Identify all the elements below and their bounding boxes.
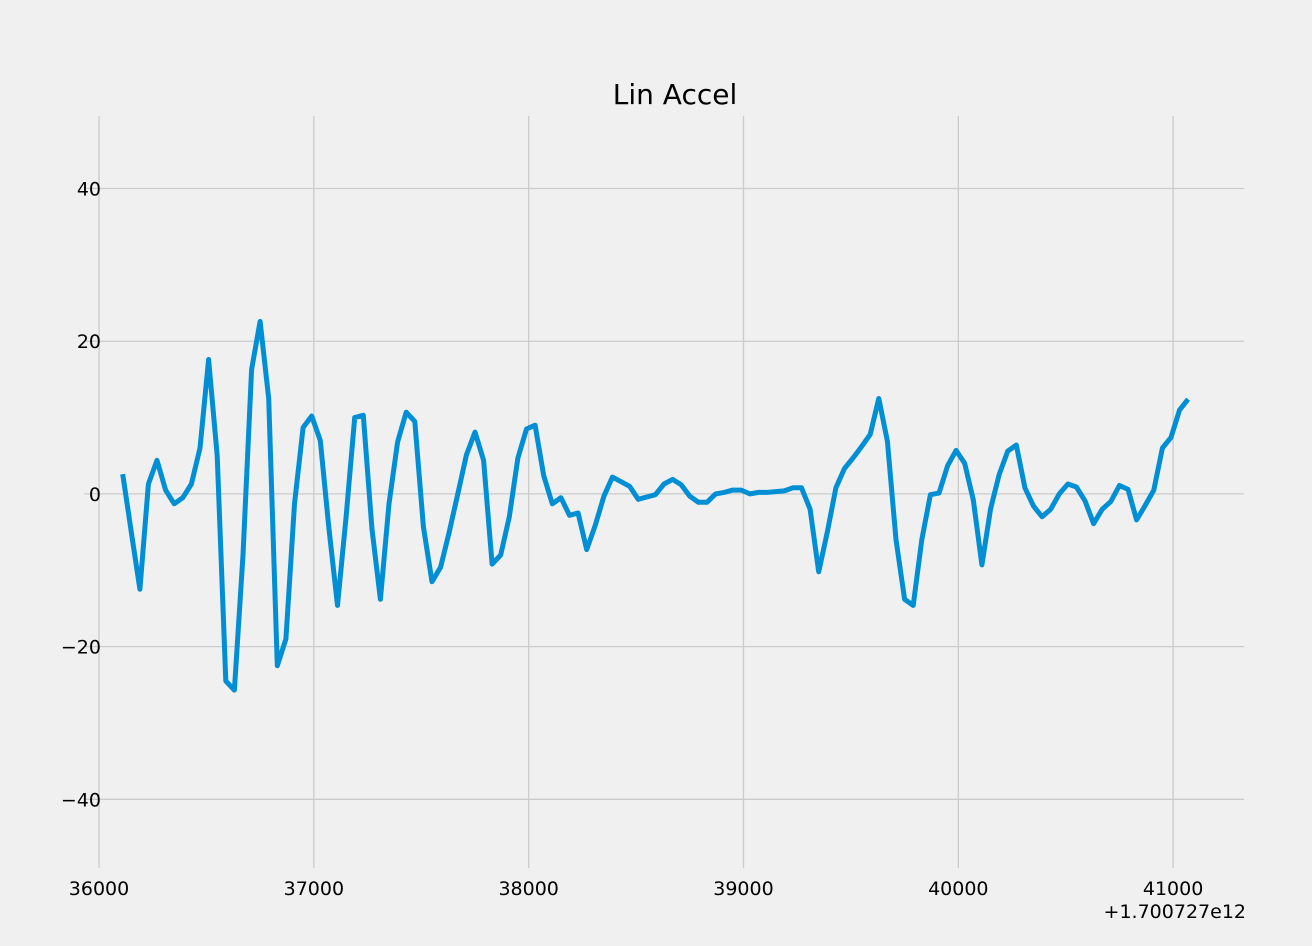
y-tick-label: 40: [77, 179, 101, 201]
x-tick-label: 39000: [713, 878, 773, 900]
x-axis-offset-label: +1.700727e12: [1104, 901, 1246, 923]
x-tick-label: 40000: [928, 878, 988, 900]
series-layer: [120, 318, 1191, 693]
y-tick-label: −40: [61, 789, 101, 811]
y-tick-label: 20: [77, 331, 101, 353]
series-line: [120, 318, 1191, 693]
x-tick-label: 38000: [498, 878, 558, 900]
y-tick-label: −20: [61, 637, 101, 659]
chart-title: Lin Accel: [613, 78, 737, 111]
tick-labels: 36000 37000 38000 39000 40000 41000 40 20 0 −20 −4…: [61, 179, 1203, 900]
x-tick-label: 41000: [1143, 878, 1203, 900]
gridlines: [84, 116, 1244, 868]
x-tick-label: 37000: [284, 878, 344, 900]
y-tick-label: 0: [89, 484, 101, 506]
x-tick-label: 36000: [69, 878, 129, 900]
